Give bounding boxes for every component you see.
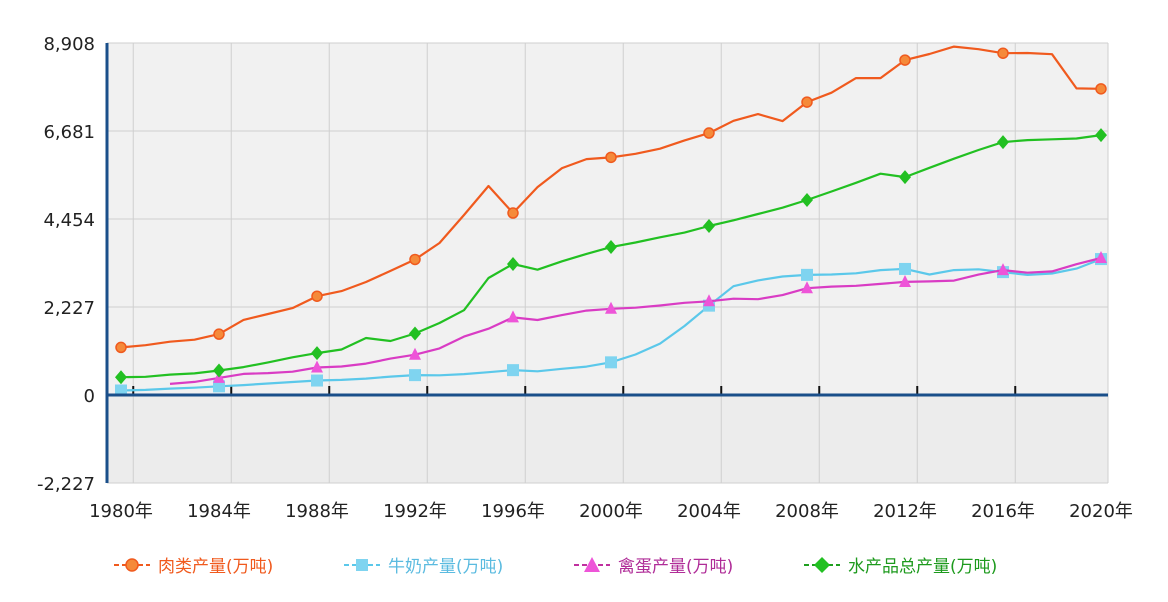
legend-label: 水产品总产量(万吨) [848,557,998,577]
x-tick-label: 2012年 [873,501,937,522]
x-tick-label: 1988年 [285,501,349,522]
x-tick-label: 2020年 [1069,501,1133,522]
data-point [801,268,813,281]
x-tick-label: 2004年 [677,501,741,522]
data-point [703,219,715,234]
data-point [311,346,323,361]
data-point [801,96,813,108]
legend-circle-icon [114,557,150,572]
data-point [703,127,715,139]
legend-item-eggs[interactable]: 禽蛋产量(万吨) [572,552,733,577]
data-point [605,240,617,255]
y-tick-label: 8,908 [43,34,95,55]
data-point [311,360,323,373]
line-chart: 8,908 6,681 4,454 2,227 0 -2,227 1980年 1984年 198… [37,34,1133,522]
data-point [605,356,617,369]
y-tick-label: 6,681 [43,122,95,143]
x-tick-label: 2000年 [579,501,643,522]
data-point [801,193,813,208]
y-tick-label: 0 [84,386,95,407]
data-point [1095,128,1107,143]
legend-label: 牛奶产量(万吨) [388,557,504,577]
data-point [899,54,911,66]
data-point [605,151,617,164]
data-point [213,380,225,393]
x-tick-label: 1984年 [187,501,251,522]
data-point [507,364,519,377]
data-point [801,281,813,294]
data-point [1095,83,1107,95]
data-point [311,290,323,302]
data-point [899,274,911,287]
data-point [115,370,127,385]
data-point [605,301,617,314]
legend: 肉类产量(万吨) 牛奶产量(万吨) 禽蛋产量(万吨) 水产品总产量(万吨) [0,552,1168,580]
data-point [997,47,1009,59]
series-0 [115,45,1107,354]
series-2 [169,250,1107,385]
x-tick-label: 1992年 [383,501,447,522]
x-tick-label: 2008年 [775,501,839,522]
legend-label: 禽蛋产量(万吨) [618,557,734,577]
y-tick-label: 2,227 [43,298,95,319]
data-point [703,294,715,307]
legend-item-aquatic[interactable]: 水产品总产量(万吨) [802,552,997,577]
legend-triangle-icon [574,556,610,572]
legend-item-milk[interactable]: 牛奶产量(万吨) [342,552,503,577]
series-3 [115,128,1107,385]
y-tick-label: 4,454 [43,210,95,231]
legend-diamond-icon [804,556,840,573]
data-point [409,369,421,382]
data-point [507,207,519,219]
plot-negative-band [107,395,1108,483]
data-point [997,135,1009,150]
data-point [409,253,421,266]
data-point [899,262,911,275]
legend-item-meat[interactable]: 肉类产量(万吨) [112,552,273,577]
x-tick-label: 1996年 [481,501,545,522]
y-tick-label: -2,227 [37,474,95,495]
legend-square-icon [344,558,380,571]
data-point [115,384,127,397]
x-tick-label: 2016年 [971,501,1035,522]
data-point [997,263,1009,276]
data-point [213,328,225,340]
data-point [507,257,519,272]
data-point [409,326,421,341]
legend-label: 肉类产量(万吨) [158,557,274,577]
data-point [899,170,911,185]
data-point [507,310,519,323]
data-point [1095,250,1107,263]
x-tick-label: 1980年 [89,501,153,522]
series-line [169,256,1102,385]
data-point [409,347,421,360]
data-point [213,363,225,378]
data-point [311,374,323,387]
data-point [115,341,127,354]
